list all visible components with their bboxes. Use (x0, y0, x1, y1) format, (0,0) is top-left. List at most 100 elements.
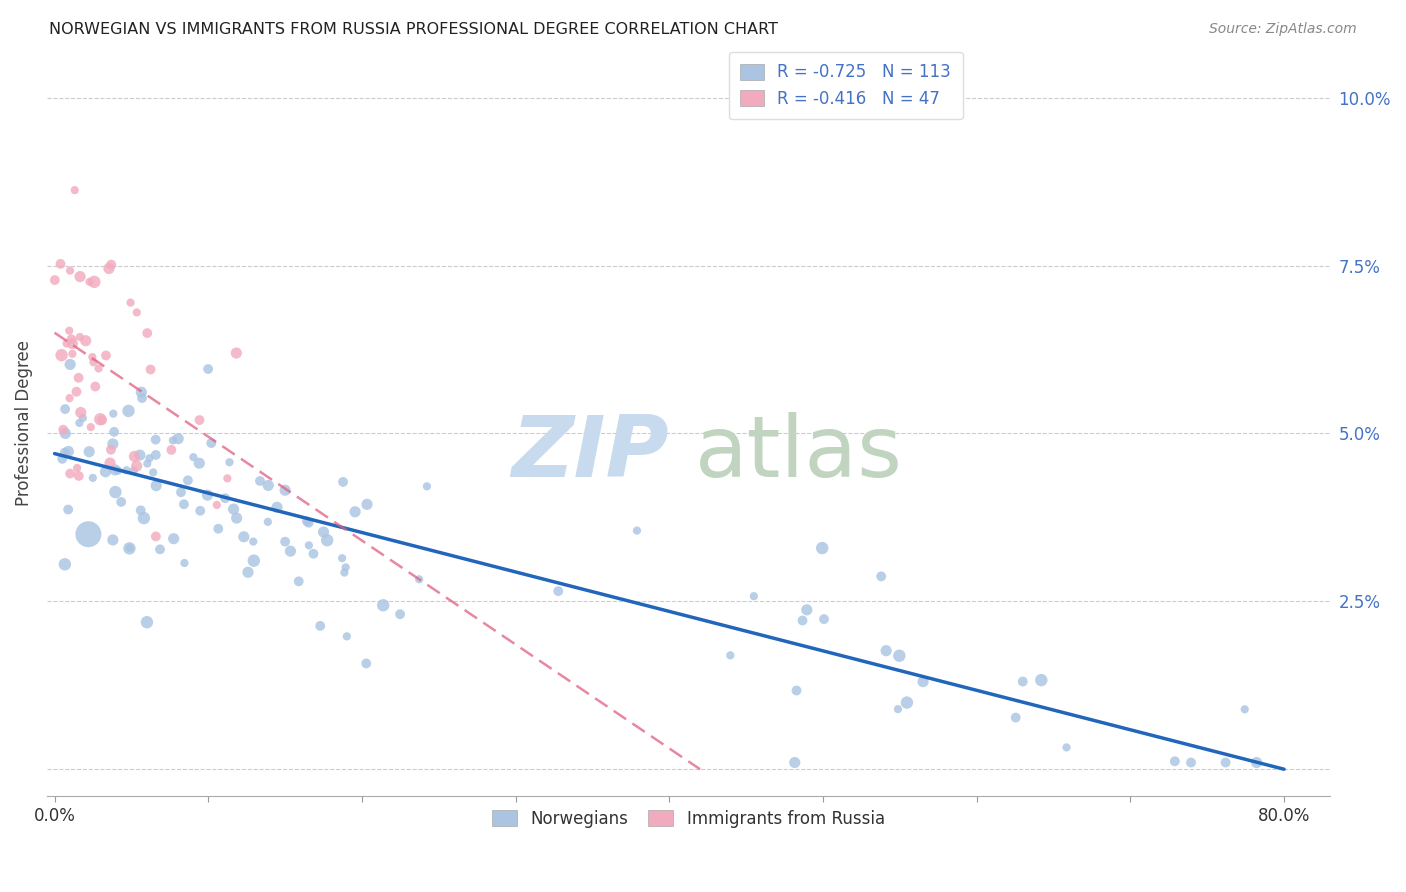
Point (136, 457, 159, 471)
Point (266, 500, 288, 515)
Point (128, 448, 150, 462)
Point (69, 269, 91, 284)
Point (870, 569, 893, 583)
Point (82, 350, 104, 364)
Point (145, 448, 167, 462)
Point (59, 467, 82, 481)
Point (82, 471, 104, 485)
Point (889, 648, 911, 663)
Point (120, 295, 142, 310)
Point (344, 505, 367, 519)
Point (287, 574, 309, 589)
Point (117, 404, 139, 418)
Point (94, 348, 117, 362)
Point (188, 413, 211, 427)
Text: atlas: atlas (695, 412, 903, 495)
Point (115, 463, 138, 477)
Point (217, 471, 239, 485)
Point (67, 469, 90, 483)
Point (84, 379, 107, 393)
Point (173, 497, 195, 511)
Point (416, 479, 439, 493)
Point (98, 261, 121, 276)
Point (58, 444, 80, 458)
Point (335, 560, 357, 574)
Point (80, 420, 103, 434)
Point (389, 607, 412, 622)
Point (53, 445, 76, 459)
Point (811, 541, 834, 555)
Point (547, 584, 569, 599)
Point (167, 432, 190, 446)
Point (66, 461, 89, 475)
Point (222, 502, 245, 516)
Point (53, 402, 76, 417)
Point (316, 533, 339, 548)
Point (1180, 756, 1202, 770)
Point (125, 458, 148, 473)
Point (107, 463, 129, 477)
Point (225, 346, 247, 360)
Point (1215, 756, 1237, 770)
Point (177, 473, 200, 487)
Point (875, 643, 897, 657)
Point (896, 696, 918, 710)
Point (333, 566, 356, 580)
Point (312, 524, 335, 539)
Point (170, 485, 193, 500)
Point (280, 544, 302, 558)
Point (1233, 702, 1256, 716)
Point (295, 514, 318, 528)
Point (912, 674, 935, 689)
Point (796, 603, 818, 617)
Point (77, 444, 100, 458)
Point (149, 542, 172, 557)
Point (104, 485, 127, 500)
Point (145, 529, 167, 543)
Point (63, 183, 86, 197)
Point (136, 615, 159, 630)
Point (59, 358, 82, 372)
Point (44, 273, 66, 287)
Point (69, 330, 91, 344)
Point (242, 534, 264, 549)
Point (103, 425, 125, 439)
Point (188, 456, 211, 470)
Point (65, 384, 87, 399)
Point (110, 495, 132, 509)
Point (72, 411, 94, 425)
Point (75, 334, 97, 348)
Point (79, 275, 101, 289)
Point (232, 530, 254, 544)
Point (309, 619, 332, 633)
Point (249, 474, 271, 488)
Point (183, 450, 205, 464)
Point (53, 558, 76, 572)
Point (163, 532, 186, 546)
Point (60, 332, 83, 346)
Point (69, 405, 91, 419)
Y-axis label: Professional Degree: Professional Degree (15, 341, 32, 507)
Point (98, 456, 121, 470)
Point (173, 556, 195, 570)
Point (298, 516, 321, 530)
Point (197, 488, 219, 502)
Point (1031, 673, 1053, 687)
Point (236, 566, 259, 580)
Point (332, 475, 354, 489)
Point (626, 524, 648, 538)
Point (101, 533, 124, 547)
Point (373, 599, 395, 613)
Point (330, 551, 353, 566)
Point (60, 347, 83, 361)
Point (207, 522, 229, 536)
Point (136, 326, 159, 340)
Point (205, 498, 228, 512)
Point (145, 433, 167, 447)
Point (336, 629, 359, 643)
Point (58, 391, 80, 405)
Point (718, 648, 741, 663)
Point (408, 572, 430, 586)
Point (122, 463, 145, 477)
Point (257, 478, 280, 492)
